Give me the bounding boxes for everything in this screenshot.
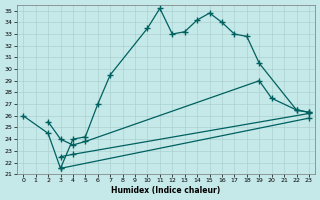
X-axis label: Humidex (Indice chaleur): Humidex (Indice chaleur) <box>111 186 221 195</box>
